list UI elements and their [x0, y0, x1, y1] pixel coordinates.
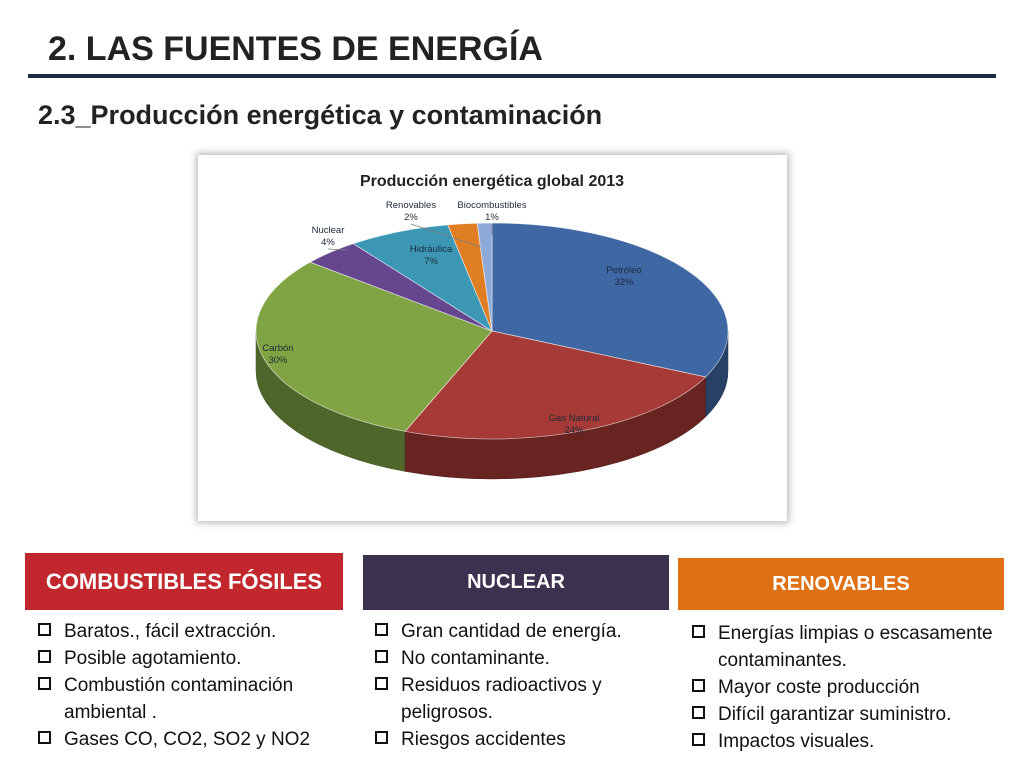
nuclear-list: Gran cantidad de energía. No contaminant… [373, 618, 663, 753]
checkbox-bullet-icon [692, 733, 705, 746]
nuclear-header: NUCLEAR [363, 555, 669, 610]
slice-label-nuclear: Nuclear [312, 225, 345, 236]
slice-label-biocombustibles: Biocombustibles [457, 200, 526, 211]
pie-chart: Producción energética global 2013 Petról… [255, 173, 729, 480]
slice-value-gas-natural: 24% [564, 425, 584, 436]
slice-value-renovables: 2% [404, 212, 418, 223]
list-item: Gran cantidad de energía. [373, 618, 663, 645]
renewables-list: Energías limpias o escasamente contamina… [690, 620, 1010, 755]
list-item: Combustión contaminación ambiental . [36, 672, 336, 726]
slice-label-hidraulica: Hidráulica [410, 244, 453, 255]
slice-label-carbon: Carbón [262, 343, 293, 354]
list-item: Energías limpias o escasamente contamina… [690, 620, 1010, 674]
list-item: Residuos radioactivos y peligrosos. [373, 672, 663, 726]
slice-label-renovables: Renovables [386, 200, 436, 211]
checkbox-bullet-icon [692, 706, 705, 719]
pie-slice-gas-natural [404, 330, 707, 440]
checkbox-bullet-icon [375, 731, 388, 744]
fossil-fuels-list: Baratos., fácil extracción. Posible agot… [36, 618, 336, 753]
fossil-fuels-header: COMBUSTIBLES FÓSILES [25, 553, 343, 610]
pie-chart-panel: Producción energética global 2013 Petról… [198, 155, 787, 521]
list-item: Riesgos accidentes [373, 726, 663, 753]
chart-title: Producción energética global 2013 [360, 173, 624, 190]
title-underline [28, 74, 996, 78]
list-item: Baratos., fácil extracción. [36, 618, 336, 645]
slice-value-petroleo: 32% [614, 277, 634, 288]
list-item: Mayor coste producción [690, 674, 1010, 701]
slice-value-biocombustibles: 1% [485, 212, 499, 223]
list-item: No contaminante. [373, 645, 663, 672]
checkbox-bullet-icon [692, 679, 705, 692]
checkbox-bullet-icon [38, 677, 51, 690]
checkbox-bullet-icon [38, 650, 51, 663]
checkbox-bullet-icon [38, 731, 51, 744]
list-item: Posible agotamiento. [36, 645, 336, 672]
page-subtitle: 2.3_Producción energética y contaminació… [38, 100, 603, 130]
checkbox-bullet-icon [375, 623, 388, 636]
renewables-header: RENOVABLES [678, 558, 1004, 610]
leader-line-renovables [410, 223, 482, 248]
pie-slice-hidraulica [352, 224, 493, 333]
checkbox-bullet-icon [692, 625, 705, 638]
list-item: Gases CO, CO2, SO2 y NO2 [36, 726, 336, 753]
slice-value-hidraulica: 7% [424, 256, 438, 267]
pie-slice-biocombustibles [476, 222, 493, 332]
checkbox-bullet-icon [38, 623, 51, 636]
leader-line-nuclear [327, 248, 349, 251]
checkbox-bullet-icon [375, 650, 388, 663]
list-item: Difícil garantizar suministro. [690, 701, 1010, 728]
slice-value-carbon: 30% [268, 355, 288, 366]
checkbox-bullet-icon [375, 677, 388, 690]
slice-label-gas-natural: Gas Natural [549, 413, 600, 424]
slice-label-petroleo: Petróleo [606, 265, 641, 276]
slice-value-nuclear: 4% [321, 237, 335, 248]
list-item: Impactos visuales. [690, 728, 1010, 755]
pie-slice-carbon [255, 261, 493, 432]
pie-slice-petroleo [491, 222, 729, 378]
page-title: 2. LAS FUENTES DE ENERGÍA [48, 30, 543, 68]
